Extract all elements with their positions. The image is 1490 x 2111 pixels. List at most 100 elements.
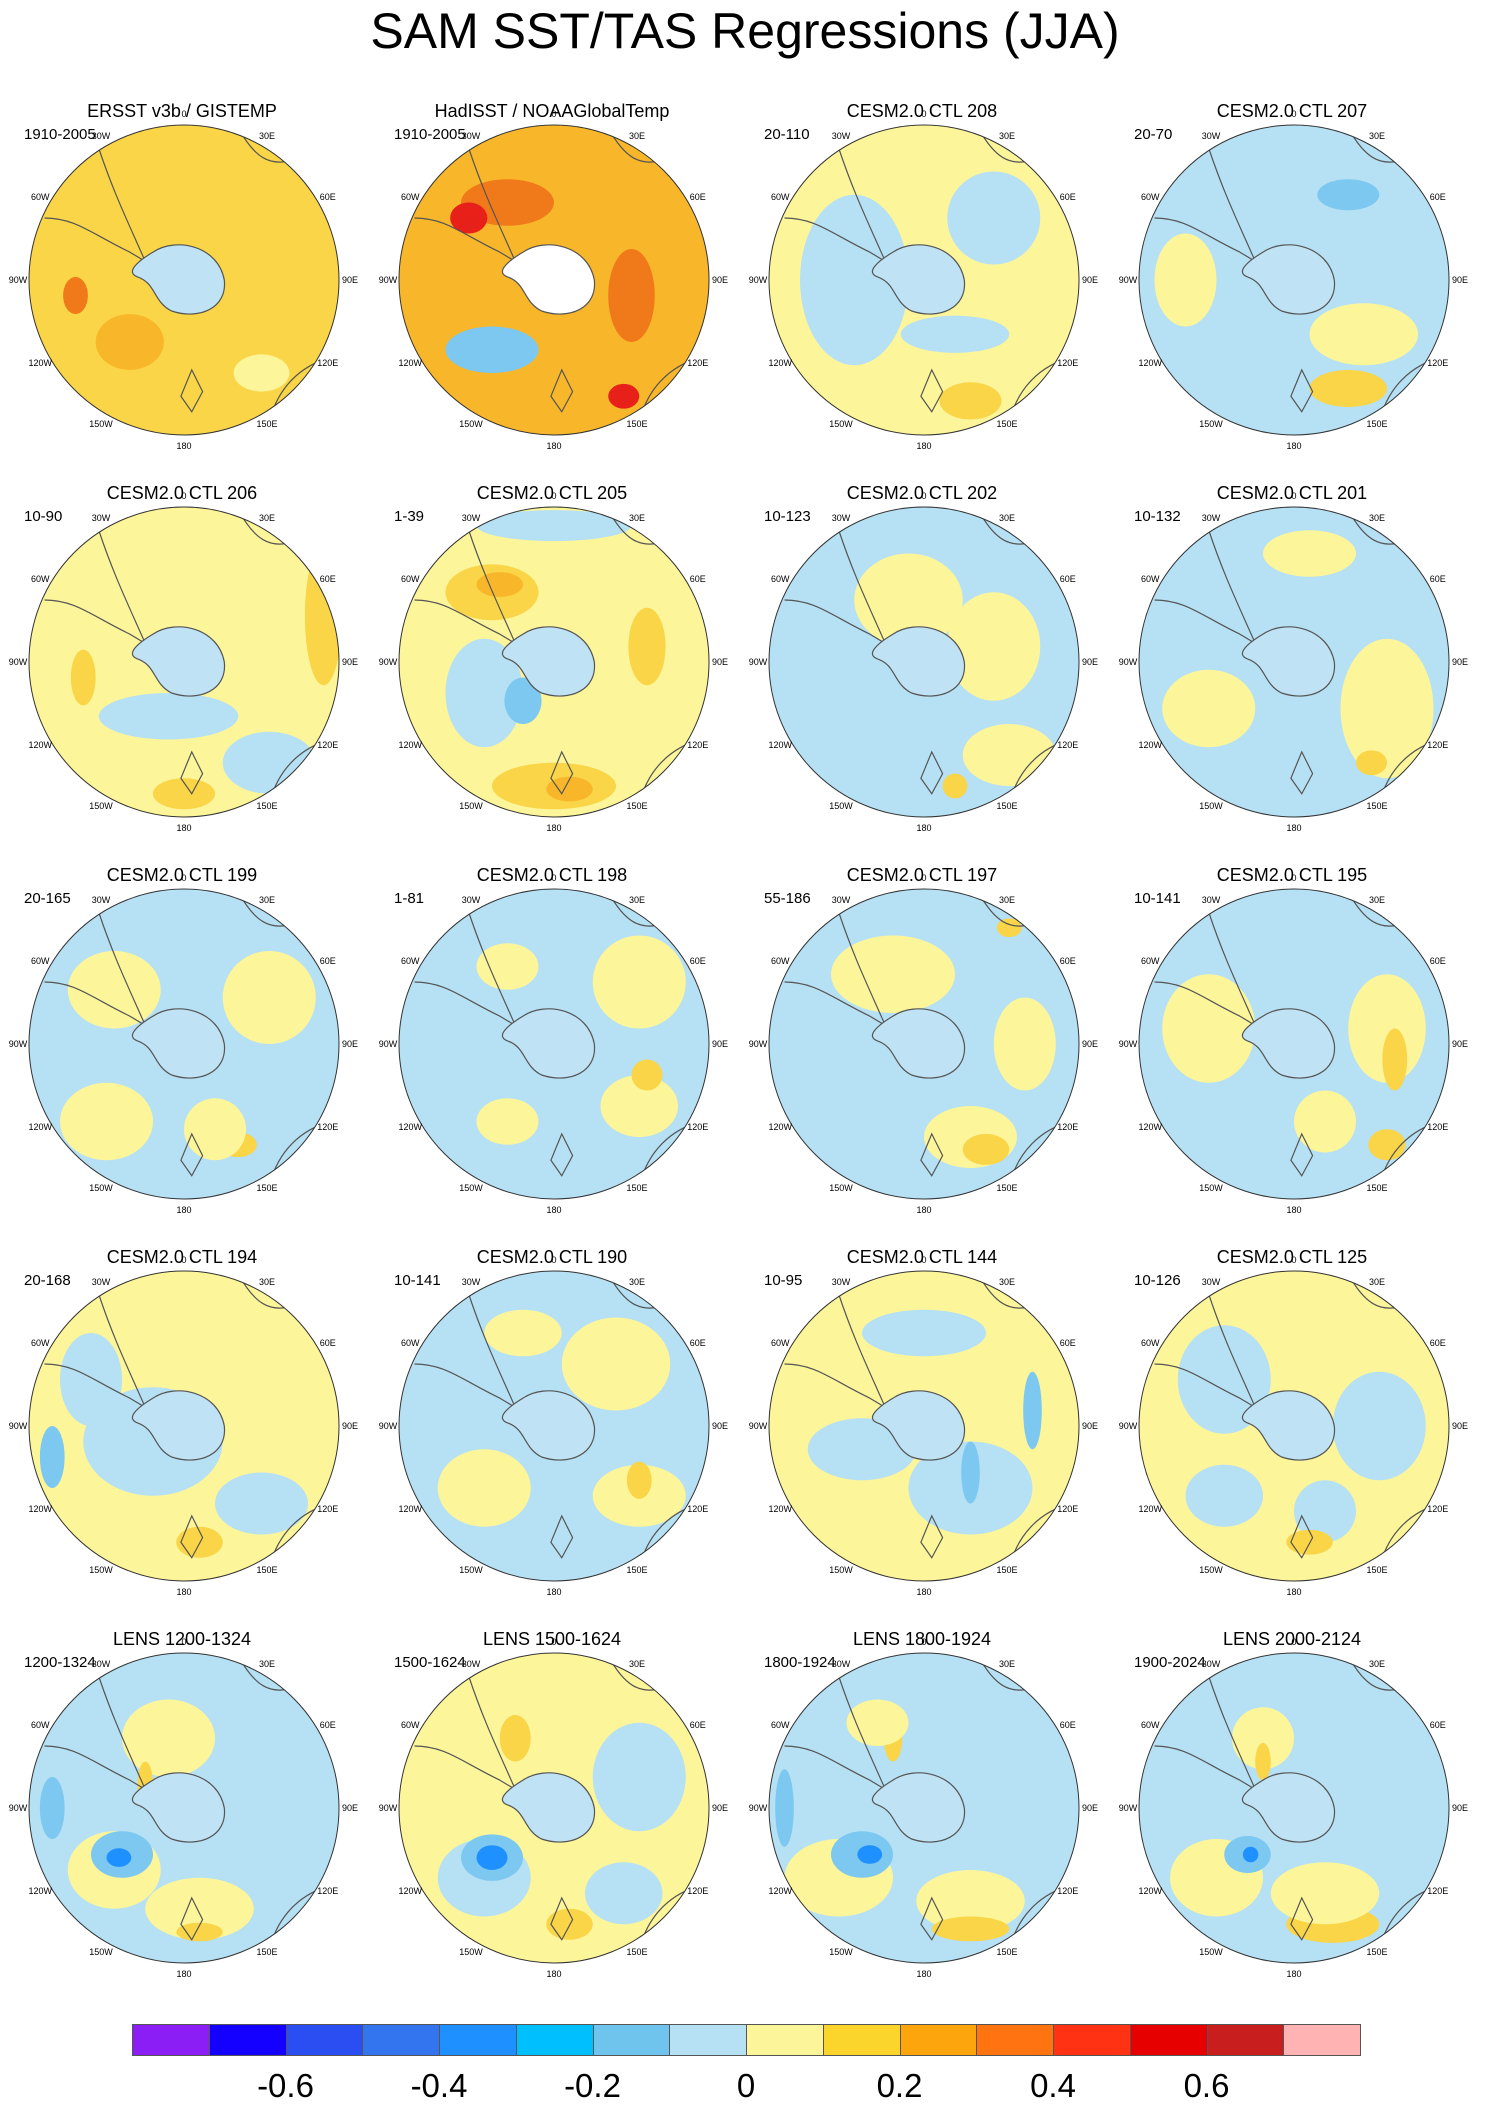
antarctica [501,1390,595,1461]
anomaly-patch [184,1098,246,1161]
figure-title: SAM SST/TAS Regressions (JJA) [370,3,1120,59]
anomaly-patch [153,778,215,810]
anomaly-patch [831,935,955,1013]
polar-map: 0 30E 60E 90E 120E 150E 180 150W 120W 90W 60W 30W [379,491,728,833]
longitude-label: 150E [996,1565,1017,1575]
polar-map: 0 30E 60E 90E 120E 150E 180 150W 120W 90W 60W 30W [1119,873,1468,1215]
anomaly-patch [122,1699,215,1777]
antarctica [1241,244,1335,315]
panel-title: LENS 1200-1324 [112,1629,252,1649]
anomaly-patch [1309,303,1418,366]
longitude-label: 0 [921,873,926,883]
anomaly-patch [222,951,316,1044]
longitude-label: 120E [1057,740,1078,750]
panel-title: CESM2.0 CTL 197 [846,865,998,885]
map-panel: 0 30E 60E 90E 120E 150E 180 150W 120W 90W 60W 30W CE… [1119,864,1468,1215]
longitude-label: 180 [916,1205,931,1215]
anomaly-patch [67,951,161,1029]
panel-title: CESM2.0 CTL 199 [106,865,258,885]
longitude-label: 30E [1369,1659,1385,1669]
new-zealand-coastline [180,1896,204,1941]
anomaly-patch [95,314,164,370]
longitude-label: 150W [89,1565,113,1575]
longitude-label: 60W [771,1338,790,1348]
colorbar-tick-label: 0.2 [876,2067,923,2104]
anomaly-patch [608,383,640,409]
antarctica [871,1008,965,1079]
longitude-label: 120W [1138,1504,1162,1514]
map-boundary [768,1652,1080,1964]
longitude-label: 0 [551,873,556,883]
longitude-label: 30E [629,513,645,523]
longitude-label: 150W [829,1947,853,1957]
longitude-label: 150E [1366,419,1387,429]
antarctica [131,244,225,315]
anomaly-patch [1356,750,1387,776]
anomaly-patch [476,1845,508,1870]
map-boundary [768,506,1080,818]
longitude-label: 60E [1430,956,1446,966]
anomaly-patch [947,592,1041,701]
map-panel: 0 30E 60E 90E 120E 150E 180 150W 120W 90W 60W 30W CE… [749,1246,1098,1597]
longitude-label: 120W [768,740,792,750]
anomaly-patch [450,202,488,234]
longitude-label: 60E [1060,956,1076,966]
panel-period: 10-126 [1134,1272,1181,1289]
anomaly-patch [862,1309,986,1357]
longitude-label: 90W [379,1039,398,1049]
longitude-label: 180 [1286,1587,1301,1597]
anomaly-patch [546,776,593,802]
longitude-label: 60E [690,574,706,584]
map-panel: 0 30E 60E 90E 120E 150E 180 150W 120W 90W 60W 30W ER… [9,100,358,451]
polar-map: 0 30E 60E 90E 120E 150E 180 150W 120W 90W 60W 30W [379,109,728,451]
polar-map: 0 30E 60E 90E 120E 150E 180 150W 120W 90W 60W 30W [1119,1637,1468,1979]
map-boundary [1138,506,1450,818]
longitude-label: 120E [317,740,338,750]
panel-title: CESM2.0 CTL 208 [846,101,998,121]
map-panel: 0 30E 60E 90E 120E 150E 180 150W 120W 90W 60W 30W CE… [749,482,1098,833]
colorbar-swatch [592,2024,671,2056]
longitude-label: 90E [1082,1039,1098,1049]
longitude-label: 150W [829,801,853,811]
longitude-label: 90W [9,1421,28,1431]
longitude-label: 120W [398,1886,422,1896]
anomaly-patch [900,315,1010,353]
longitude-label: 0 [1291,109,1296,119]
anomaly-patch [800,194,909,366]
antarctica [501,626,595,697]
panel-title: HadISST / NOAAGlobalTemp [434,101,670,121]
longitude-label: 60W [1141,192,1160,202]
polar-map: 0 30E 60E 90E 120E 150E 180 150W 120W 90W 60W 30W [749,873,1098,1215]
new-zealand-coastline [550,1896,574,1941]
colorbar-tick-label: -0.2 [564,2067,621,2104]
panel-period: 1910-2005 [24,126,96,143]
longitude-label: 150E [996,801,1017,811]
longitude-label: 90W [379,275,398,285]
longitude-label: 150W [459,1565,483,1575]
longitude-label: 180 [1286,1969,1301,1979]
longitude-label: 150W [459,1183,483,1193]
longitude-label: 60E [1430,1720,1446,1730]
colorbar-swatch [208,2024,287,2056]
map-boundary [398,888,710,1200]
longitude-label: 150W [829,419,853,429]
longitude-label: 30W [462,1659,481,1669]
colorbar-swatch [1129,2024,1208,2056]
anomaly-patch [993,997,1056,1091]
anomaly-patch [942,773,968,799]
longitude-label: 120E [1057,1122,1078,1132]
panel-period: 10-95 [764,1272,803,1289]
panel-title: CESM2.0 CTL 195 [1216,865,1368,885]
longitude-label: 60W [31,192,50,202]
longitude-label: 180 [1286,823,1301,833]
anomaly-patch [947,171,1041,265]
antarctica [131,626,225,697]
map-panel: 0 30E 60E 90E 120E 150E 180 150W 120W 90W 60W 30W CE… [1119,100,1468,451]
anomaly-patch [1154,233,1217,327]
anomaly-patch [215,1472,308,1535]
new-zealand-coastline [1290,750,1314,795]
new-zealand-coastline [550,1132,574,1177]
anomaly-patch [176,1922,223,1942]
longitude-label: 60W [31,574,50,584]
panel-period: 1900-2024 [1134,1654,1206,1671]
